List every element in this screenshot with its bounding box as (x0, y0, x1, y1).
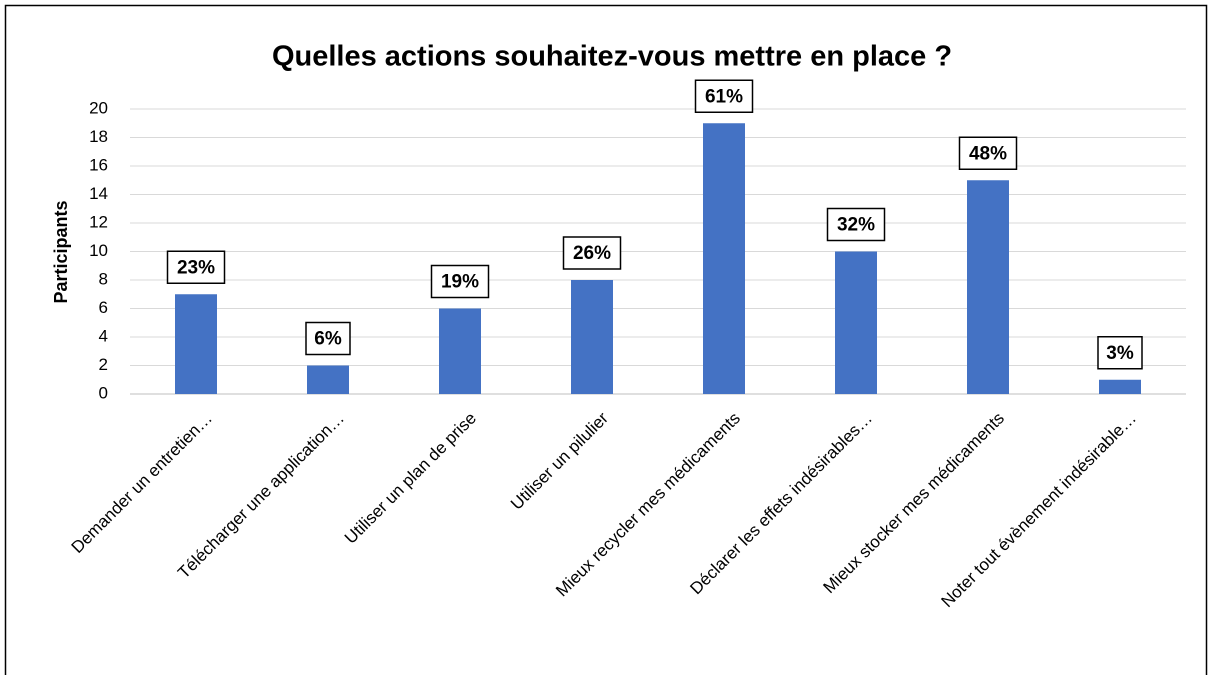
bar (439, 308, 481, 394)
bar (307, 365, 349, 394)
data-label-box (1097, 336, 1143, 370)
data-label: 61% (705, 86, 743, 107)
y-tick-label: 16 (89, 155, 108, 174)
bar (175, 294, 217, 394)
data-label: 19% (441, 272, 479, 293)
data-label: 23% (177, 257, 215, 278)
y-tick-label: 8 (99, 269, 108, 288)
data-label-box (826, 207, 886, 242)
y-tick-label: 2 (99, 355, 108, 374)
data-label: 6% (314, 329, 342, 350)
data-label-box (430, 264, 490, 299)
bar (835, 251, 877, 394)
data-label: 3% (1106, 343, 1134, 364)
data-label-box (958, 136, 1018, 170)
data-label-box (562, 236, 622, 270)
bar (571, 280, 613, 394)
y-tick-label: 12 (89, 212, 108, 231)
y-tick-label: 14 (89, 184, 108, 203)
y-tick-label: 0 (99, 383, 108, 402)
data-label-box (694, 79, 754, 113)
data-label-box (166, 250, 226, 284)
bar (1099, 379, 1141, 394)
y-tick-label: 18 (89, 127, 108, 146)
data-label: 26% (573, 243, 611, 264)
y-tick-label: 10 (89, 241, 108, 260)
data-label: 32% (837, 215, 875, 236)
bar (967, 180, 1009, 394)
y-axis-title: Participants (51, 200, 71, 303)
bar (703, 123, 745, 394)
y-tick-label: 20 (89, 98, 108, 117)
chart-title: Quelles actions souhaitez-vous mettre en… (272, 41, 952, 73)
data-label: 48% (969, 143, 1007, 164)
y-tick-label: 4 (99, 326, 108, 345)
data-label-box (305, 321, 351, 356)
y-tick-label: 6 (99, 298, 108, 317)
